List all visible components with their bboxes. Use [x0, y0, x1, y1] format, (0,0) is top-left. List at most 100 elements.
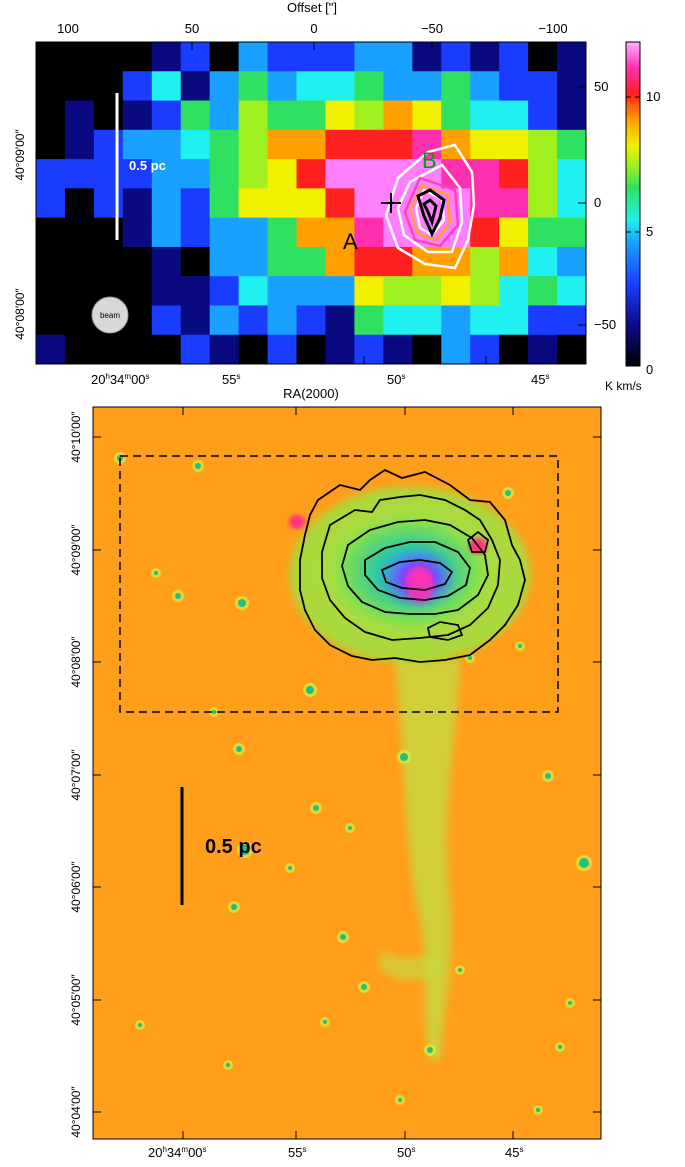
map-pixel [296, 188, 327, 219]
star [545, 773, 551, 779]
left-tick-label: 40°09′00″ [13, 129, 27, 181]
map-pixel [296, 276, 327, 307]
map-pixel [64, 334, 95, 364]
map-pixel [151, 100, 182, 131]
map-pixel [36, 334, 66, 364]
star [340, 934, 346, 940]
map-pixel [325, 246, 356, 277]
map-pixel [499, 217, 529, 248]
map-pixel [499, 246, 529, 277]
map-pixel [64, 129, 95, 160]
map-pixel [238, 246, 269, 277]
star [226, 1063, 230, 1067]
map-pixel [325, 129, 356, 160]
map-pixel [499, 71, 529, 102]
map-pixel [354, 246, 384, 277]
map-pixel [325, 334, 356, 364]
star [427, 1047, 433, 1053]
map-pixel [383, 100, 413, 131]
source-label-a: A [343, 229, 358, 254]
map-pixel [180, 100, 211, 131]
source-label-b: B [422, 148, 437, 173]
map-pixel [354, 334, 384, 364]
map-pixel [325, 159, 356, 189]
stars [114, 452, 592, 1115]
map-pixel [36, 100, 66, 131]
map-pixel [383, 129, 413, 160]
map-pixel [209, 246, 240, 277]
map-pixel [36, 188, 66, 219]
map-pixel [528, 334, 558, 364]
left-tick-label: 40°04′00″ [69, 1086, 83, 1138]
map-pixel [93, 71, 124, 102]
map-pixel [180, 217, 211, 248]
map-pixel [267, 246, 298, 277]
map-pixel [267, 217, 298, 248]
map-pixel [267, 188, 298, 219]
map-pixel [238, 100, 269, 131]
map-pixel [441, 42, 471, 72]
map-pixel [470, 159, 500, 189]
map-pixel [499, 188, 529, 219]
map-pixel [267, 71, 298, 102]
colorbar-unit-label: K km/s [605, 379, 642, 393]
map-pixel [36, 246, 66, 277]
map-pixel [383, 42, 413, 72]
map-pixel [180, 188, 211, 219]
map-pixel [470, 42, 500, 72]
map-pixel [441, 334, 471, 364]
map-pixel [151, 276, 182, 307]
map-pixel [238, 334, 269, 364]
map-pixel [180, 246, 211, 277]
black-contour [416, 188, 446, 238]
star [195, 463, 201, 469]
position-cross-marker [381, 193, 401, 213]
bottom-tick-label: 45s [531, 372, 549, 387]
map-pixel [122, 42, 153, 72]
top-tick-label: 100 [57, 21, 79, 36]
map-pixel [36, 42, 66, 72]
map-pixel [557, 100, 586, 131]
bottom-tick-label-ra-start: 20h34m00s [148, 1145, 207, 1160]
map-pixel [557, 217, 586, 248]
left-tick-label: 40°05′00″ [69, 974, 83, 1026]
star [138, 1023, 142, 1027]
map-pixel [412, 334, 442, 364]
map-pixel [557, 276, 586, 307]
map-pixel [64, 246, 95, 277]
map-pixel [209, 129, 240, 160]
left-tick-label: 40°08′00″ [69, 636, 83, 688]
map-pixel [209, 305, 240, 336]
map-pixel [180, 71, 211, 102]
map-pixel [499, 305, 529, 336]
map-pixel [209, 188, 240, 219]
map-pixel [36, 159, 66, 189]
star [323, 1020, 327, 1024]
star [568, 1001, 572, 1005]
map-pixel [93, 129, 124, 160]
map-pixel [296, 246, 327, 277]
map-pixel [528, 305, 558, 336]
star [579, 858, 589, 868]
molecular-line-map-panel: A B 0.5 pc beam Offset ["] 100 50 0 −50 … [13, 0, 660, 401]
intensity-pixel-map [36, 42, 586, 364]
left-tick-label: 40°07′00″ [69, 749, 83, 801]
map-pixel [412, 100, 442, 131]
map-pixel [383, 305, 413, 336]
colorbar-tick-label: 10 [646, 89, 660, 104]
top-tick-label: −100 [538, 21, 567, 36]
star [518, 644, 522, 648]
map-pixel [151, 217, 182, 248]
map-pixel [470, 305, 500, 336]
bottom-scalebar-label: 0.5 pc [205, 836, 262, 858]
map-pixel [354, 188, 384, 219]
map-pixel [354, 100, 384, 131]
map-pixel [412, 276, 442, 307]
bottom-tick-label-ra-start: 20h34m00s [91, 372, 150, 387]
black-contours [299, 468, 526, 663]
map-pixel [499, 100, 529, 131]
top-tick-marks [36, 42, 586, 364]
bottom-tick-label: 55s [288, 1145, 306, 1160]
star [505, 490, 511, 496]
map-pixel [383, 71, 413, 102]
